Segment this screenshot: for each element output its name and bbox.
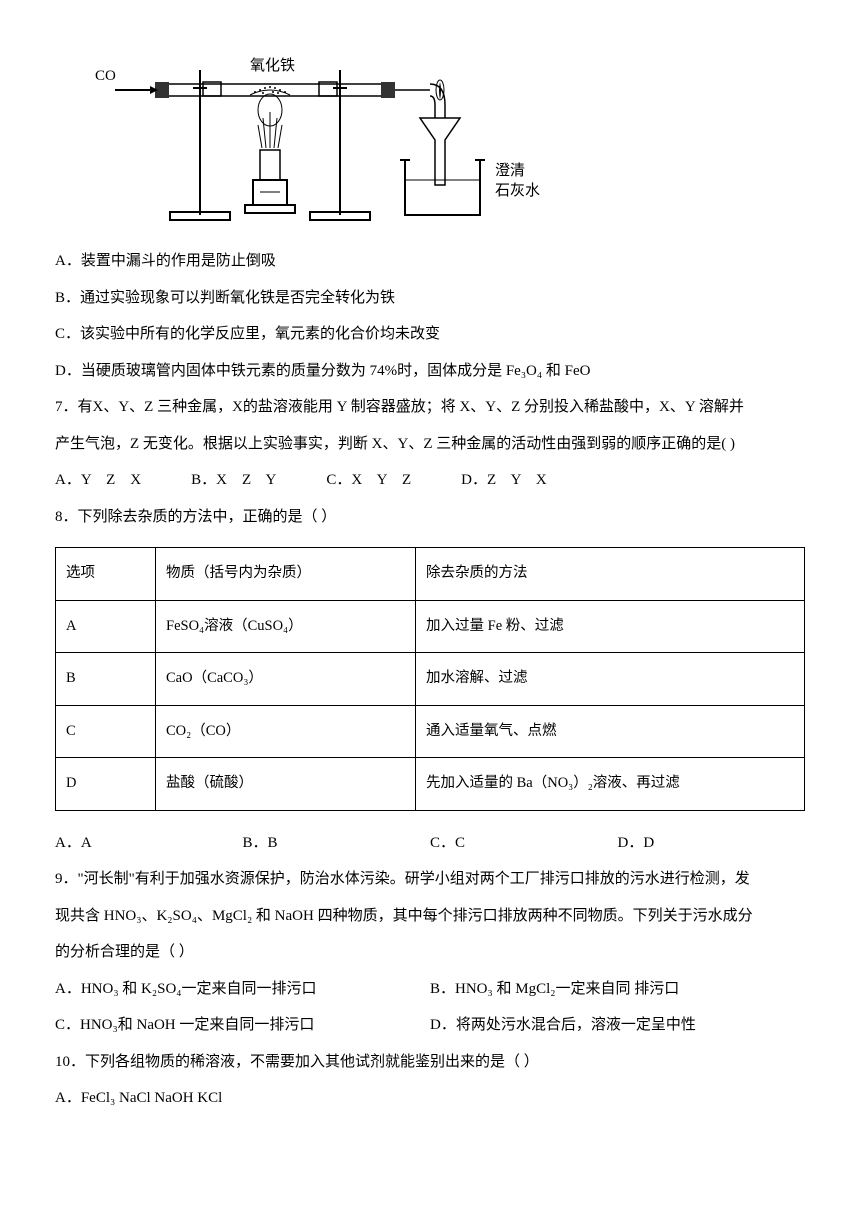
q7-opt-a: A．Y Z X [55,466,141,495]
table-cell: D [56,758,156,811]
tube-content-label: 氧化铁 [250,57,295,74]
q9-line1: 9．"河长制"有利于加强水资源保护，防治水体污染。研学小组对两个工厂排污口排放的… [55,863,805,900]
option-pre-b: B．通过实验现象可以判断氧化铁是否完全转化为铁 [55,282,805,319]
q9-options-row1: A．HNO₃ 和 K₂SO₄一定来自同一排污口 B．HNO₃ 和 MgCl₂一定… [55,973,805,1010]
q7-line2: 产生气泡，Z 无变化。根据以上实验事实，判断 X、Y、Z 三种金属的活动性由强到… [55,428,805,465]
q7-opt-b: B．X Z Y [191,466,276,495]
q9-opt-d: D．将两处污水混合后，溶液一定呈中性 [430,1011,805,1040]
co-label: CO [95,68,116,84]
q7-line1: 7．有X、Y、Z 三种金属，X的盐溶液能用 Y 制容器盛放；将 X、Y、Z 分别… [55,391,805,428]
q9-line3: 的分析合理的是（ ） [55,936,805,973]
option-pre-a: A．装置中漏斗的作用是防止倒吸 [55,245,805,282]
q10-stem: 10．下列各组物质的稀溶液，不需要加入其他试剂就能鉴别出来的是（ ） [55,1046,805,1083]
q9-opt-b: B．HNO₃ 和 MgCl₂一定来自同 排污口 [430,975,805,1004]
table-cell: 加水溶解、过滤 [416,653,805,706]
option-pre-c: C．该实验中所有的化学反应里，氧元素的化合价均未改变 [55,318,805,355]
table-cell: 物质（括号内为杂质） [156,548,416,601]
table-cell: B [56,653,156,706]
table-cell: CaO（CaCO₃） [156,653,416,706]
table-row: B CaO（CaCO₃） 加水溶解、过滤 [56,653,805,706]
table-cell: C [56,705,156,758]
q9-line2: 现共含 HNO₃、K₂SO₄、MgCl₂ 和 NaOH 四种物质，其中每个排污口… [55,900,805,937]
q9-options-row2: C．HNO₃和 NaOH 一定来自同一排污口 D．将两处污水混合后，溶液一定呈中… [55,1009,805,1046]
q8-opt-a: A．A [55,829,243,858]
q7-opt-d: D．Z Y X [461,466,547,495]
table-cell: 加入过量 Fe 粉、过滤 [416,600,805,653]
q8-table: 选项 物质（括号内为杂质） 除去杂质的方法 A FeSO₄溶液（CuSO₄） 加… [55,547,805,811]
table-cell: 除去杂质的方法 [416,548,805,601]
table-cell: FeSO₄溶液（CuSO₄） [156,600,416,653]
table-cell: 先加入适量的 Ba（NO₃）₂溶液、再过滤 [416,758,805,811]
option-pre-d: D．当硬质玻璃管内固体中铁元素的质量分数为 74%时，固体成分是 Fe₃O₄ 和… [55,355,805,392]
q8-opt-b: B．B [243,829,431,858]
table-row: A FeSO₄溶液（CuSO₄） 加入过量 Fe 粉、过滤 [56,600,805,653]
experiment-diagram: CO 氧化铁 澄清 石灰水 [55,40,805,245]
q9-opt-c: C．HNO₃和 NaOH 一定来自同一排污口 [55,1011,430,1040]
table-cell: A [56,600,156,653]
solution-label-1: 澄清 [495,162,525,179]
table-cell: 通入适量氧气、点燃 [416,705,805,758]
q9-opt-a: A．HNO₃ 和 K₂SO₄一定来自同一排污口 [55,975,430,1004]
table-row: C CO₂（CO） 通入适量氧气、点燃 [56,705,805,758]
q10-opt-a: A．FeCl₃ NaCl NaOH KCl [55,1082,805,1119]
table-row: 选项 物质（括号内为杂质） 除去杂质的方法 [56,548,805,601]
table-cell: CO₂（CO） [156,705,416,758]
q8-stem: 8．下列除去杂质的方法中，正确的是（ ） [55,501,805,538]
q7-opt-c: C．X Y Z [326,466,411,495]
table-cell: 盐酸（硫酸） [156,758,416,811]
solution-label-2: 石灰水 [495,182,540,199]
q8-opt-c: C．C [430,829,618,858]
q8-options: A．A B．B C．C D．D [55,821,805,864]
table-row: D 盐酸（硫酸） 先加入适量的 Ba（NO₃）₂溶液、再过滤 [56,758,805,811]
table-cell: 选项 [56,548,156,601]
q8-opt-d: D．D [618,829,806,858]
q7-options: A．Y Z X B．X Z Y C．X Y Z D．Z Y X [55,464,805,501]
